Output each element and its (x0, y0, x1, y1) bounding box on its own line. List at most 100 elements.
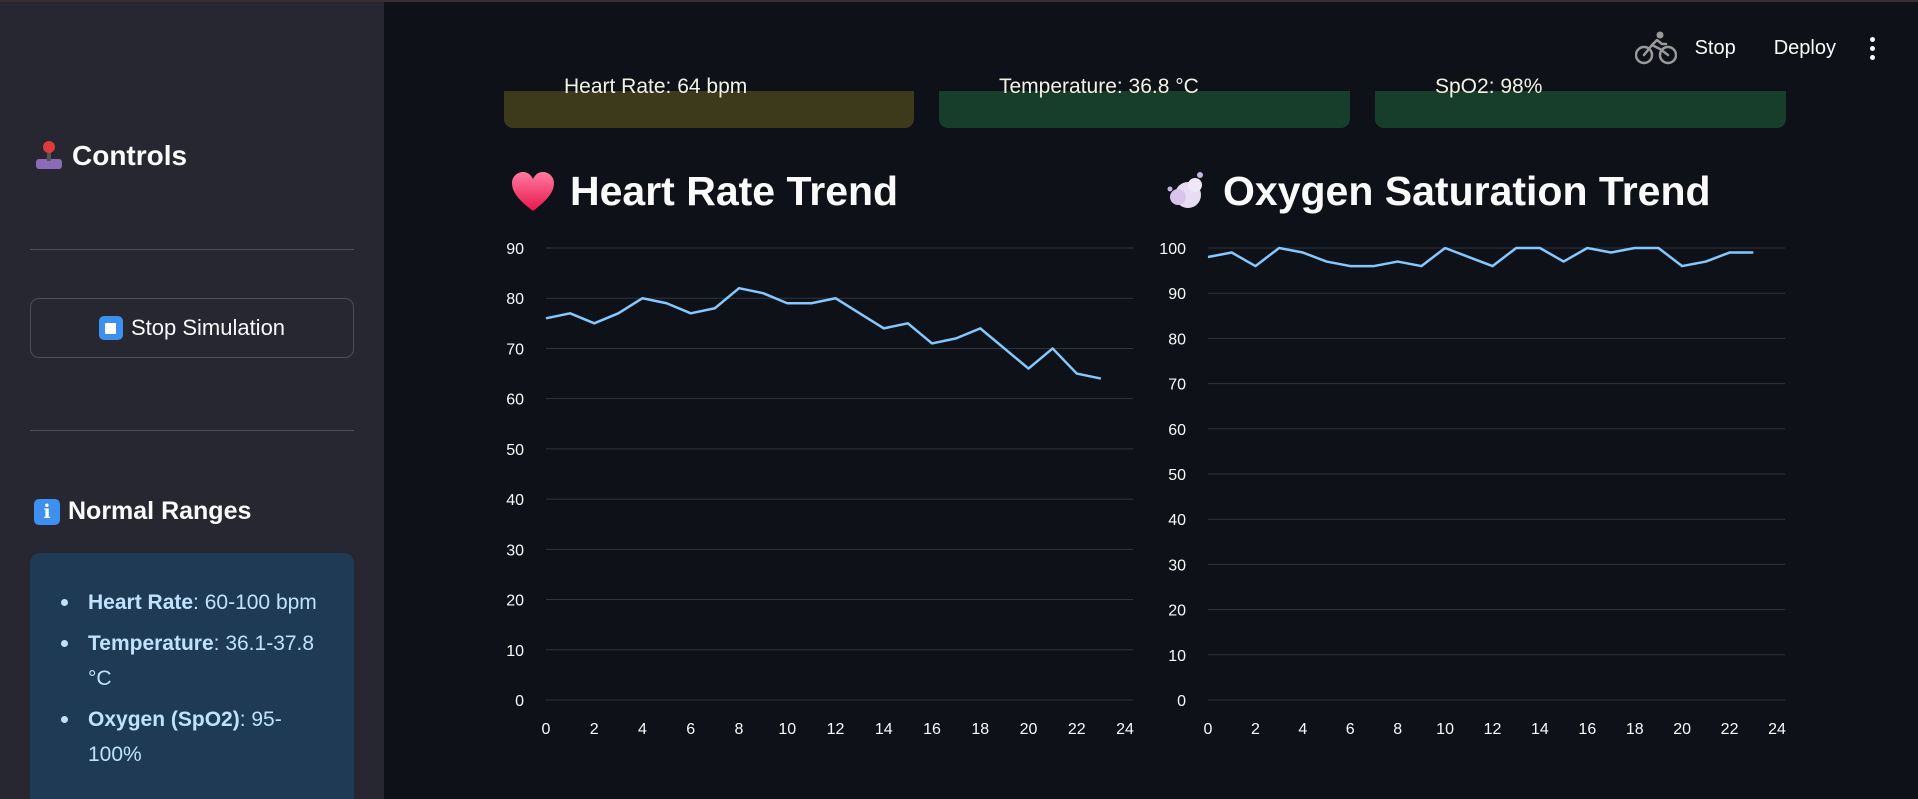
kebab-menu-icon[interactable] (1870, 36, 1876, 60)
x-tick-label: 14 (1531, 721, 1549, 738)
y-tick-label: 50 (1168, 467, 1186, 484)
x-tick-label: 2 (590, 721, 599, 738)
data-point (591, 320, 597, 326)
data-point (1252, 263, 1258, 269)
data-point (1026, 366, 1032, 372)
data-point (640, 295, 646, 301)
metric-card-heart-rate: Heart Rate: 64 bpm (504, 75, 914, 128)
header-stop-button[interactable]: Stop (1694, 36, 1736, 59)
data-point (1418, 263, 1424, 269)
data-point (784, 300, 790, 306)
data-point (1205, 254, 1211, 260)
data-point (664, 300, 670, 306)
range-name: Heart Rate (88, 591, 194, 614)
y-tick-label: 80 (506, 291, 524, 308)
heart-icon (512, 171, 554, 211)
x-tick-label: 22 (1068, 721, 1086, 738)
normal-ranges-heading: i Normal Ranges (34, 497, 251, 526)
data-point (808, 300, 814, 306)
data-point (1750, 250, 1756, 256)
sidebar: Controls Stop Simulation i Normal Ranges… (0, 0, 384, 799)
x-tick-label: 14 (875, 721, 893, 738)
x-tick-label: 18 (971, 721, 989, 738)
bike-icon (1634, 31, 1677, 65)
sidebar-divider (30, 249, 354, 250)
oxygen-chart-heading: Oxygen Saturation Trend (1163, 168, 1711, 215)
range-value: : 60-100 bpm (193, 591, 317, 614)
data-point (1655, 245, 1661, 251)
y-tick-label: 20 (506, 593, 524, 610)
data-point (929, 340, 935, 346)
y-tick-label: 10 (506, 643, 524, 660)
range-name: Temperature (88, 632, 214, 655)
x-tick-label: 6 (1346, 721, 1355, 738)
data-point (905, 320, 911, 326)
x-tick-label: 4 (1298, 721, 1307, 738)
x-tick-label: 24 (1768, 721, 1786, 738)
range-item-heart-rate: Heart Rate: 60-100 bpm (61, 585, 334, 620)
stop-simulation-button[interactable]: Stop Simulation (30, 298, 354, 358)
metric-label: Heart Rate: 64 bpm (564, 75, 748, 98)
y-tick-label: 40 (1168, 512, 1186, 529)
controls-heading: Controls (34, 140, 187, 172)
data-point (1098, 376, 1104, 382)
y-tick-label: 0 (515, 693, 524, 710)
top-decoration-line (0, 0, 1918, 2)
dash-puff-icon (1167, 171, 1203, 208)
data-point (1584, 245, 1590, 251)
deploy-button[interactable]: Deploy (1773, 36, 1836, 59)
y-tick-label: 20 (1168, 603, 1186, 620)
metric-label: Temperature: 36.8 °C (999, 75, 1199, 98)
y-tick-label: 90 (506, 241, 524, 258)
data-point (1050, 345, 1056, 351)
x-tick-label: 6 (686, 721, 695, 738)
info-icon: i (34, 498, 60, 525)
y-tick-label: 100 (1159, 241, 1186, 258)
normal-ranges-title: Normal Ranges (68, 497, 252, 525)
data-point (1703, 259, 1709, 265)
x-tick-label: 10 (778, 721, 796, 738)
series-line (1207, 246, 1754, 268)
data-point (1395, 259, 1401, 265)
data-point (1371, 263, 1377, 269)
x-tick-label: 0 (1204, 721, 1213, 738)
stop-simulation-label: Stop Simulation (130, 315, 286, 340)
data-point (1300, 250, 1306, 256)
x-tick-label: 20 (1020, 721, 1038, 738)
x-tick-label: 22 (1721, 721, 1739, 738)
heart-rate-chart-title: Heart Rate Trend (570, 168, 899, 214)
joystick-icon (34, 141, 64, 171)
data-point (1442, 245, 1448, 251)
data-point (1347, 263, 1353, 269)
data-point (615, 310, 621, 316)
y-tick-label: 30 (506, 542, 524, 559)
y-tick-label: 90 (1168, 286, 1186, 303)
data-point (1561, 259, 1567, 265)
x-tick-label: 18 (1626, 721, 1644, 738)
series-line (545, 286, 1102, 380)
controls-title: Controls (72, 140, 188, 171)
data-point (688, 310, 694, 316)
range-item-temperature: Temperature: 36.1-37.8 °C (61, 626, 334, 696)
y-tick-label: 0 (1177, 693, 1186, 710)
data-point (1276, 245, 1282, 251)
y-tick-label: 60 (1168, 422, 1186, 439)
x-tick-label: 8 (735, 721, 744, 738)
y-tick-label: 40 (506, 492, 524, 509)
heart-rate-chart-heading: Heart Rate Trend (510, 168, 898, 215)
metric-label: SpO2: 98% (1435, 75, 1543, 98)
data-point (1608, 250, 1614, 256)
metric-card-temperature: Temperature: 36.8 °C (939, 75, 1350, 128)
data-point (1074, 371, 1080, 377)
data-point (1679, 263, 1685, 269)
data-point (1324, 259, 1330, 265)
y-tick-label: 80 (1168, 331, 1186, 348)
data-point (1466, 254, 1472, 260)
data-point (1632, 245, 1638, 251)
data-point (1229, 250, 1235, 256)
stop-square-icon (98, 316, 123, 340)
x-tick-label: 0 (542, 721, 551, 738)
x-tick-label: 12 (1484, 721, 1502, 738)
